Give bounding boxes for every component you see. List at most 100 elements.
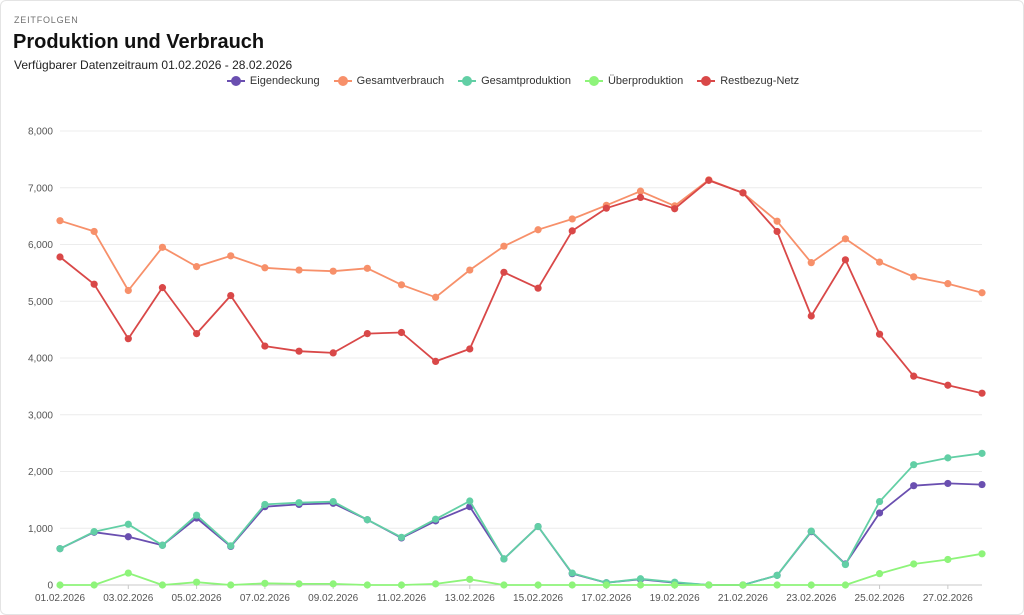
y-tick-label: 0 (47, 581, 53, 592)
data-point--berproduktion (261, 579, 269, 587)
data-point--berproduktion (192, 578, 201, 586)
data-point-eigendeckung (124, 533, 132, 541)
data-point-gesamtverbrauch (227, 252, 235, 260)
data-point-gesamtverbrauch (910, 273, 918, 281)
data-point--berproduktion (466, 575, 474, 583)
section-kicker: ZEITFOLGEN (14, 15, 79, 25)
data-point-restbezug-netz (636, 193, 645, 201)
data-point-restbezug-netz (568, 227, 576, 235)
data-point-gesamtproduktion (397, 533, 406, 541)
data-point-eigendeckung (978, 480, 986, 489)
data-point-gesamtproduktion (56, 545, 64, 553)
x-tick-label: 13.02.2026 (445, 593, 495, 604)
data-point--berproduktion (432, 580, 440, 588)
data-point-restbezug-netz (432, 357, 440, 366)
data-point-gesamtproduktion (978, 449, 986, 457)
legend-swatch (226, 76, 245, 86)
data-point-gesamtproduktion (534, 522, 542, 531)
chart-legend: Eigendeckung Gesamtverbrauch Gesamtprodukt… (1, 75, 1024, 87)
data-point-gesamtproduktion (773, 571, 781, 579)
data-point-gesamtverbrauch (875, 258, 884, 266)
data-point-restbezug-netz (875, 330, 884, 338)
data-point-gesamtproduktion (500, 555, 508, 563)
legend-label: Eigendeckung (249, 75, 320, 87)
data-point-restbezug-netz (739, 189, 747, 197)
legend-item-gesamtverbrauch[interactable]: Gesamtverbrauch (333, 75, 445, 87)
data-point-eigendeckung (944, 479, 952, 488)
data-point-restbezug-netz (773, 227, 781, 236)
data-point-restbezug-netz (466, 345, 474, 353)
data-point-gesamtproduktion (363, 516, 371, 524)
data-point-restbezug-netz (227, 291, 235, 300)
x-tick-label: 17.02.2026 (581, 593, 631, 604)
data-point-restbezug-netz (192, 329, 201, 338)
x-tick-label: 01.02.2026 (35, 593, 85, 604)
data-point-restbezug-netz (363, 329, 371, 338)
data-point--berproduktion (363, 581, 371, 589)
data-point-restbezug-netz (671, 205, 679, 213)
legend-swatch (333, 76, 352, 86)
data-point-gesamtverbrauch (978, 289, 986, 297)
data-point-gesamtproduktion (261, 500, 269, 509)
data-point-gesamtverbrauch (261, 264, 269, 272)
data-point-gesamtproduktion (329, 497, 337, 506)
data-point--berproduktion (56, 581, 64, 589)
data-point-gesamtverbrauch (773, 217, 781, 225)
y-tick-label: 4,000 (28, 354, 53, 365)
data-point-gesamtproduktion (841, 560, 850, 569)
legend-item-restbezug-netz[interactable]: Restbezug-Netz (697, 75, 799, 87)
data-point--berproduktion (739, 581, 747, 589)
data-point-restbezug-netz (500, 268, 508, 276)
data-point-gesamtproduktion (636, 575, 645, 583)
data-point-gesamtproduktion (192, 511, 201, 519)
series-line--berproduktion (60, 552, 983, 586)
data-point--berproduktion (636, 581, 645, 589)
data-point--berproduktion (944, 555, 952, 564)
x-tick-label: 15.02.2026 (513, 593, 563, 604)
data-point--berproduktion (227, 581, 235, 589)
data-point--berproduktion (671, 581, 679, 589)
x-tick-label: 21.02.2026 (718, 593, 768, 604)
data-point-gesamtproduktion (90, 528, 98, 536)
series-line-eigendeckung (59, 482, 983, 586)
data-point-restbezug-netz (807, 312, 815, 320)
legend-label: Überproduktion (607, 75, 684, 87)
data-point-gesamtproduktion (466, 497, 474, 505)
data-point-restbezug-netz (910, 372, 918, 380)
data-point--berproduktion (124, 569, 132, 577)
data-point-gesamtverbrauch (807, 259, 815, 267)
x-tick-label: 23.02.2026 (786, 593, 836, 604)
legend-item--berproduktion[interactable]: Überproduktion (584, 75, 684, 87)
y-tick-label: 7,000 (28, 183, 53, 194)
legend-item-eigendeckung[interactable]: Eigendeckung (226, 75, 320, 87)
legend-swatch (697, 76, 716, 86)
legend-label: Gesamtverbrauch (356, 75, 445, 87)
legend-item-gesamtproduktion[interactable]: Gesamtproduktion (458, 75, 571, 87)
series-line-restbezug-netz (59, 179, 983, 395)
data-point-gesamtverbrauch (397, 281, 406, 289)
x-tick-label: 27.02.2026 (923, 593, 973, 604)
data-point-gesamtproduktion (158, 541, 167, 549)
x-tick-label: 03.02.2026 (103, 593, 153, 604)
data-point-restbezug-netz (944, 381, 952, 389)
data-point-gesamtproduktion (432, 515, 440, 523)
data-point--berproduktion (500, 581, 508, 589)
data-point-restbezug-netz (56, 253, 64, 261)
data-point-restbezug-netz (295, 347, 303, 355)
data-point-restbezug-netz (158, 284, 167, 292)
y-tick-label: 6,000 (28, 240, 53, 251)
data-point-gesamtverbrauch (568, 215, 576, 223)
data-point--berproduktion (841, 581, 850, 589)
x-tick-label: 19.02.2026 (650, 593, 700, 604)
data-point-restbezug-netz (90, 280, 98, 288)
data-point-gesamtverbrauch (158, 243, 167, 251)
y-tick-label: 2,000 (28, 467, 53, 478)
data-point--berproduktion (90, 581, 98, 589)
data-point-gesamtverbrauch (636, 187, 645, 195)
data-point-gesamtverbrauch (534, 226, 542, 234)
data-point--berproduktion (534, 581, 542, 589)
data-point-gesamtverbrauch (841, 235, 850, 243)
data-point-gesamtproduktion (124, 520, 132, 528)
data-point-gesamtverbrauch (432, 293, 440, 301)
